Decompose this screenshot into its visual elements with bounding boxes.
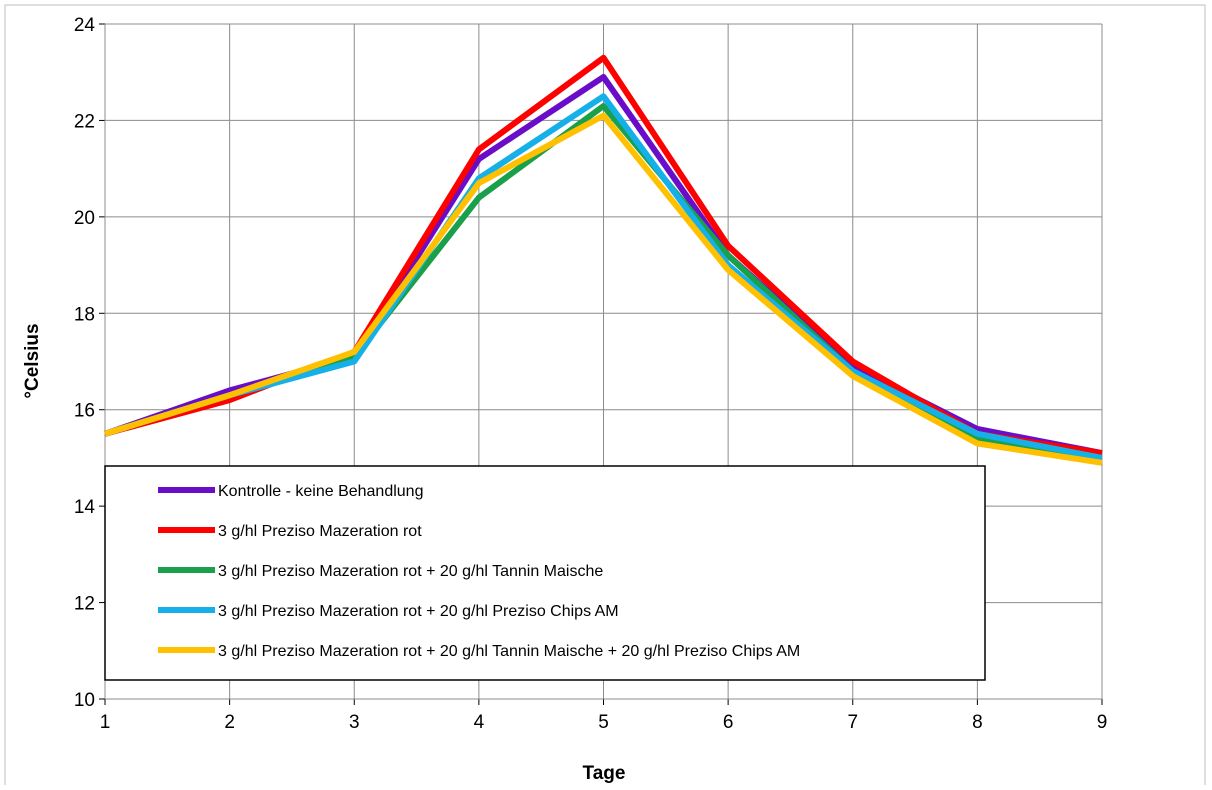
legend-label: 3 g/hl Preziso Mazeration rot [218, 523, 422, 540]
series-line-4 [104, 93, 1103, 461]
y-tick-label: 18 [74, 304, 95, 325]
series-line-5 [104, 112, 1103, 466]
y-tick-label: 22 [74, 111, 95, 132]
chart-area-border [4, 4, 1206, 790]
x-tick-label: 4 [474, 712, 485, 733]
legend: Kontrolle - keine Behandlung 3 g/hl Prezi… [104, 465, 986, 681]
x-tick-label: 5 [598, 712, 609, 733]
legend-box [104, 465, 986, 681]
legend-label: 3 g/hl Preziso Mazeration rot + 20 g/hl … [218, 563, 603, 580]
x-tick-label: 9 [1097, 712, 1108, 733]
legend-label: 3 g/hl Preziso Mazeration rot + 20 g/hl … [218, 603, 619, 620]
series-lines [104, 54, 1103, 466]
legend-label: 3 g/hl Preziso Mazeration rot + 20 g/hl … [218, 643, 800, 660]
x-tick-label: 8 [972, 712, 983, 733]
x-tick-label: 1 [100, 712, 111, 733]
y-axis-title: °Celsius [22, 323, 43, 398]
x-axis-title: Tage [583, 763, 626, 784]
y-tick-label: 24 [74, 15, 96, 36]
x-tick-label: 2 [224, 712, 235, 733]
y-tick-label: 10 [74, 690, 95, 711]
y-tick-label: 20 [74, 208, 95, 229]
x-tick-label: 3 [349, 712, 360, 733]
y-tick-label: 14 [74, 497, 96, 518]
legend-label: Kontrolle - keine Behandlung [218, 483, 423, 500]
y-tick-label: 12 [74, 594, 95, 615]
y-tick-label: 16 [74, 401, 95, 422]
x-tick-label: 6 [723, 712, 734, 733]
x-tick-label: 7 [847, 712, 858, 733]
